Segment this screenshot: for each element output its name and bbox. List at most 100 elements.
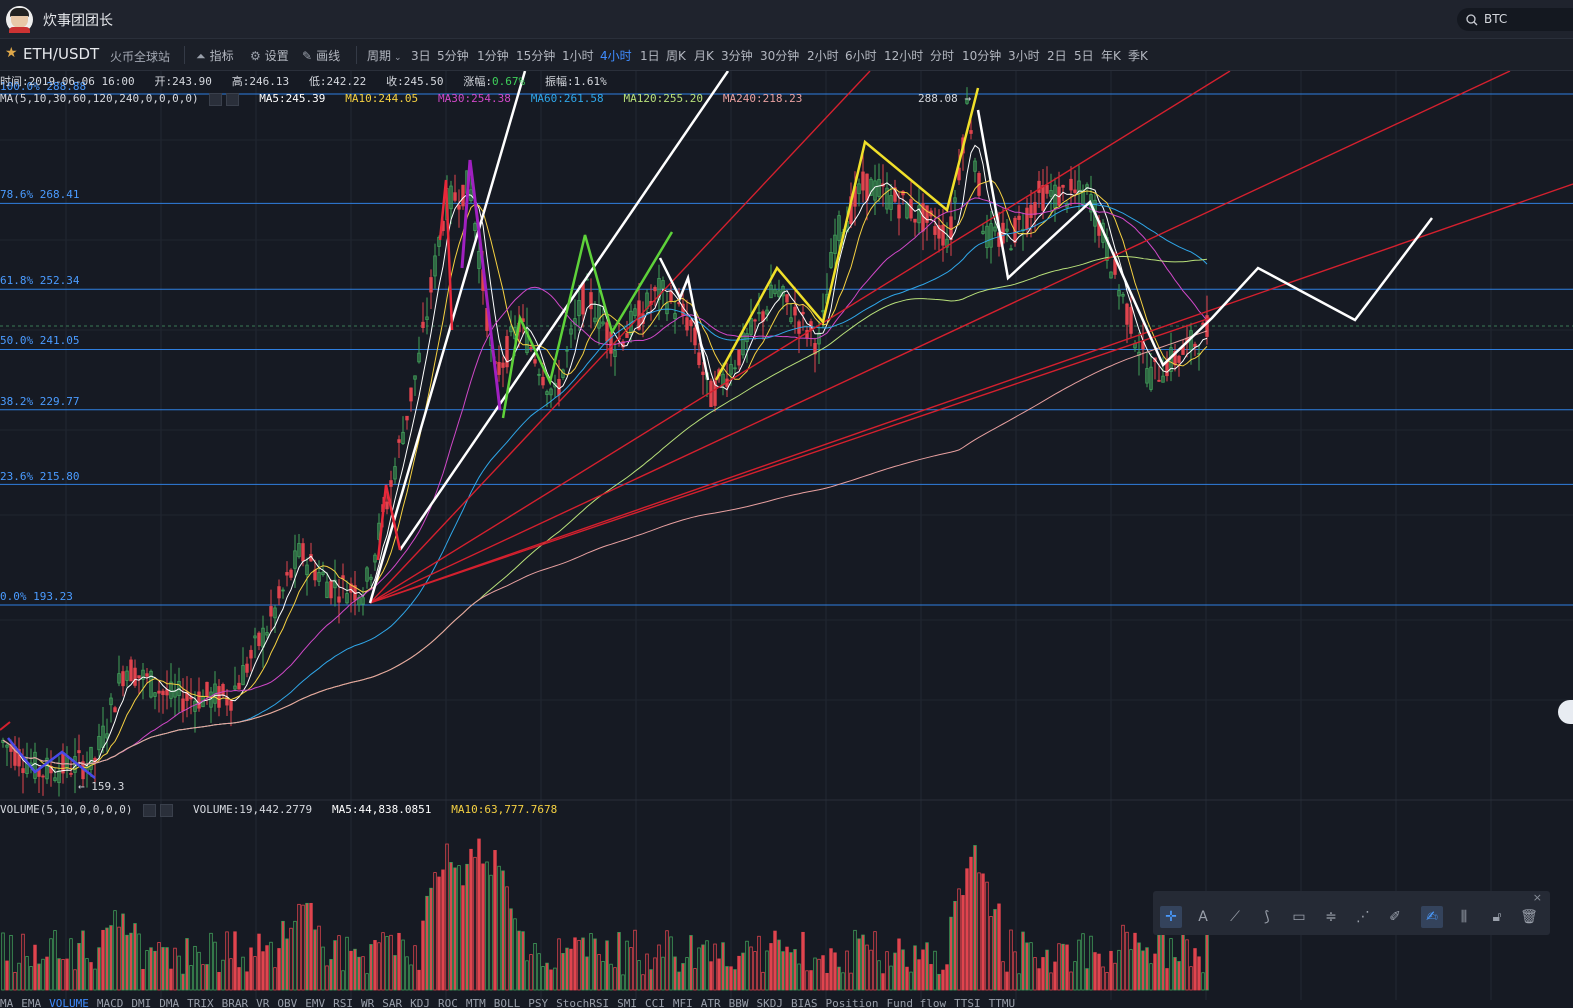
period-3h[interactable]: 3小时 xyxy=(1008,49,1040,63)
volume-close-icon[interactable] xyxy=(160,803,174,817)
ma-close-icon[interactable] xyxy=(226,92,240,106)
period-3m[interactable]: 3分钟 xyxy=(721,49,753,63)
indicator-tab-bbw[interactable]: BBW xyxy=(728,997,749,1008)
volume-bar xyxy=(305,902,309,991)
indicator-tab-obv[interactable]: OBV xyxy=(277,997,298,1008)
candle-body xyxy=(33,751,37,779)
period-1d[interactable]: 1日 xyxy=(640,49,660,63)
indicator-tab-ttmu[interactable]: TTMU xyxy=(988,997,1016,1008)
indicator-tab-smi[interactable]: SMI xyxy=(617,997,637,1008)
period-year[interactable]: 年K xyxy=(1101,49,1121,63)
wave-icon[interactable]: ⋰ xyxy=(1356,909,1370,925)
candle-body xyxy=(221,684,225,696)
trash-icon[interactable]: 🗑︎ xyxy=(1520,909,1538,925)
search-box[interactable]: BTC xyxy=(1457,8,1573,31)
favorite-star-icon[interactable]: ★ xyxy=(5,45,18,61)
indicator-tab-mtm[interactable]: MTM xyxy=(465,997,486,1008)
indicator-tab-psy[interactable]: PSY xyxy=(528,997,549,1008)
candle-body xyxy=(661,280,665,289)
period-month[interactable]: 月K xyxy=(694,49,714,63)
period-quarter[interactable]: 季K xyxy=(1128,49,1148,63)
indicator-tab-ma[interactable]: MA xyxy=(0,997,14,1008)
indicator-tab-vr[interactable]: VR xyxy=(256,997,270,1008)
price-chart[interactable] xyxy=(0,71,1573,1008)
volume-bar xyxy=(601,960,605,991)
indicator-tab-skdj[interactable]: SKDJ xyxy=(756,997,783,1008)
indicator-tab-roc[interactable]: ROC xyxy=(438,997,458,1008)
period-6h[interactable]: 6小时 xyxy=(845,49,877,63)
indicator-tab-trix[interactable]: TRIX xyxy=(187,997,214,1008)
indicator-tab-ema[interactable]: EMA xyxy=(21,997,42,1008)
volume-bar xyxy=(125,934,129,991)
indicator-tab-fund-flow[interactable]: Fund flow xyxy=(886,997,947,1008)
period-5m[interactable]: 5分钟 xyxy=(437,49,469,63)
lock-icon[interactable]: 🔓︎ xyxy=(1492,909,1502,925)
period-1m[interactable]: 1分钟 xyxy=(477,49,509,63)
indicator-button[interactable]: ⏶ 指标 xyxy=(196,47,234,64)
user-avatar[interactable] xyxy=(6,6,33,33)
draw-active-icon[interactable]: ✍ xyxy=(1421,906,1443,928)
candle-body xyxy=(869,178,873,196)
side-collapse-button[interactable] xyxy=(1558,700,1573,724)
rect-icon[interactable]: ▭ xyxy=(1292,909,1306,925)
indicator-tab-sar[interactable]: SAR xyxy=(382,997,403,1008)
volume-bar xyxy=(661,956,665,991)
indicator-tab-dma[interactable]: DMA xyxy=(159,997,180,1008)
volume-settings-icon[interactable] xyxy=(143,803,157,817)
text-icon[interactable]: A xyxy=(1198,909,1208,925)
indicator-tab-brar[interactable]: BRAR xyxy=(221,997,249,1008)
fib-label-618: 61.8% 252.34 xyxy=(0,274,80,287)
indicator-tab-bias[interactable]: BIAS xyxy=(790,997,818,1008)
indicator-tab-ttsi[interactable]: TTSI xyxy=(954,997,981,1008)
indicator-tab-stochrsi[interactable]: StochRSI xyxy=(556,997,610,1008)
indicator-tab-kdj[interactable]: KDJ xyxy=(410,997,430,1008)
candle-body xyxy=(1109,271,1113,279)
indicator-tab-position[interactable]: Position xyxy=(825,997,879,1008)
period-2d[interactable]: 2日 xyxy=(1047,49,1067,63)
indicator-tab-emv[interactable]: EMV xyxy=(305,997,326,1008)
period-10m[interactable]: 10分钟 xyxy=(962,49,1002,63)
period-timeshare[interactable]: 分时 xyxy=(930,49,955,63)
volume-bar xyxy=(149,947,153,991)
volume-bar xyxy=(17,962,21,991)
volume-bar xyxy=(281,920,285,991)
period-week[interactable]: 周K xyxy=(666,49,686,63)
indicator-tab-dmi[interactable]: DMI xyxy=(131,997,152,1008)
period-3d[interactable]: 3日 xyxy=(411,49,431,63)
candle-body xyxy=(197,691,201,709)
period-dropdown[interactable]: 周期 ⌄ xyxy=(367,47,406,64)
indicator-tab-rsi[interactable]: RSI xyxy=(333,997,353,1008)
symbol-pair[interactable]: ETH/USDT xyxy=(23,45,100,63)
crosshair-icon[interactable]: ✛ xyxy=(1160,906,1182,928)
indicator-tab-boll[interactable]: BOLL xyxy=(493,997,521,1008)
volume-bar xyxy=(109,925,113,991)
brush-icon[interactable]: ✐ xyxy=(1389,909,1401,925)
indicator-tab-atr[interactable]: ATR xyxy=(700,997,721,1008)
pen-icon[interactable]: ⟆ xyxy=(1264,909,1270,925)
period-1h[interactable]: 1小时 xyxy=(562,49,594,63)
ma-settings-icon[interactable] xyxy=(209,92,223,106)
indicator-tab-macd[interactable]: MACD xyxy=(96,997,124,1008)
draw-button[interactable]: ✎ 画线 xyxy=(302,47,340,64)
period-12h[interactable]: 12小时 xyxy=(884,49,924,63)
settings-button[interactable]: ⚙ 设置 xyxy=(250,47,289,64)
candle-body xyxy=(813,342,817,355)
period-5d[interactable]: 5日 xyxy=(1074,49,1094,63)
candle-body xyxy=(137,675,141,679)
line-icon[interactable]: ⟋ xyxy=(1230,909,1240,925)
volume-bar xyxy=(269,941,273,991)
period-15m[interactable]: 15分钟 xyxy=(516,49,556,63)
indicator-tab-wr[interactable]: WR xyxy=(361,997,375,1008)
ruler-icon[interactable]: ⫼ xyxy=(1460,909,1468,925)
indicator-tab-mfi[interactable]: MFI xyxy=(672,997,693,1008)
candle-body xyxy=(1049,189,1053,197)
parallel-icon[interactable]: ≑ xyxy=(1325,909,1337,925)
indicator-tab-cci[interactable]: CCI xyxy=(644,997,665,1008)
candle-body xyxy=(985,225,989,249)
period-30m[interactable]: 30分钟 xyxy=(760,49,800,63)
period-4h[interactable]: 4小时 xyxy=(600,49,632,63)
search-input[interactable]: BTC xyxy=(1484,12,1508,26)
close-icon[interactable]: × xyxy=(1532,891,1542,904)
period-2h[interactable]: 2小时 xyxy=(807,49,839,63)
indicator-tab-volume[interactable]: VOLUME xyxy=(49,997,89,1008)
